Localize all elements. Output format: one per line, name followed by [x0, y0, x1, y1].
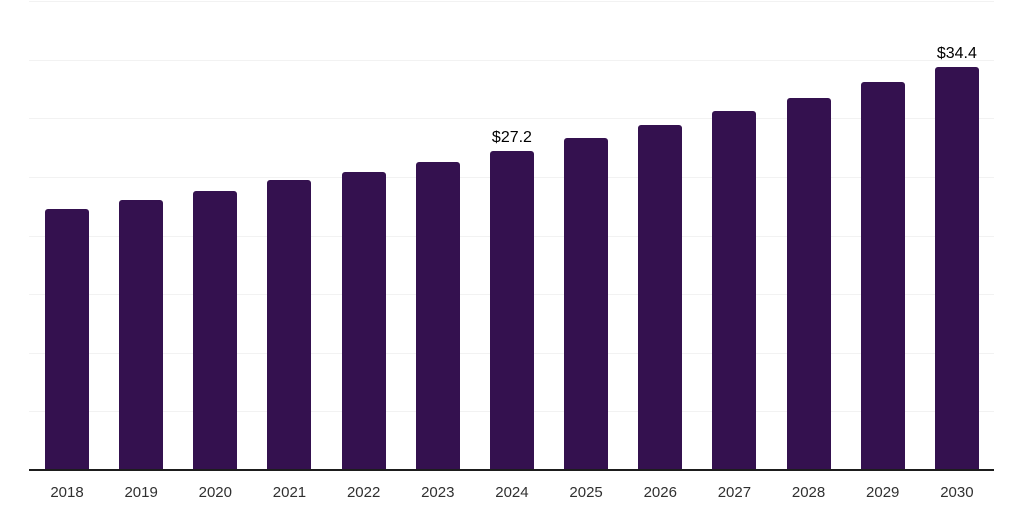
bar-2020: [193, 191, 238, 470]
bar-2019: [119, 200, 164, 470]
bar-2022: [341, 172, 386, 470]
gridline: [29, 118, 994, 119]
x-axis-tick-label: 2021: [272, 484, 307, 501]
x-axis-tick-label: 2030: [940, 484, 974, 501]
bar-2023: [415, 162, 460, 470]
x-axis-tick-label: 2018: [50, 484, 84, 501]
x-axis-tick-label: 2028: [791, 484, 826, 501]
gridline: [29, 60, 994, 61]
x-axis-line: [29, 469, 994, 471]
bar-2027: [712, 111, 757, 470]
x-axis-tick-label: 2027: [717, 484, 752, 501]
x-axis-tick-label: 2025: [569, 484, 603, 501]
bar-2018: [45, 209, 89, 470]
x-axis-labels: 2018 2019 2020 2021 2022 2023 2024 2025 2026 2027…: [45, 485, 979, 500]
x-axis-tick-label: 2024: [495, 484, 529, 501]
x-axis-tick-label: 2029: [866, 484, 900, 501]
bar-value-label: $27.2: [491, 129, 532, 146]
x-axis-tick-label: 2019: [124, 484, 158, 501]
bar-2026: [638, 125, 683, 470]
bar-value-label: $34.4: [936, 45, 977, 62]
bar-2029: [860, 82, 905, 470]
bar-2030: $34.4: [934, 46, 979, 470]
x-axis-tick-label: 2022: [346, 484, 381, 501]
bar-2028: [786, 98, 831, 470]
plot-area: $27.2 $34.4 2018 2019 2020 2021 2022 2023 2024 2…: [29, 0, 994, 512]
gridline: [29, 1, 994, 2]
bar-2024: $27.2: [489, 130, 534, 470]
x-axis-tick-label: 2020: [198, 484, 232, 501]
x-axis-tick-label: 2026: [643, 484, 677, 501]
bars: $27.2 $34.4: [45, 0, 979, 470]
bar-2021: [267, 180, 312, 470]
x-axis-tick-label: 2023: [421, 484, 455, 501]
bar-2025: [564, 138, 609, 470]
